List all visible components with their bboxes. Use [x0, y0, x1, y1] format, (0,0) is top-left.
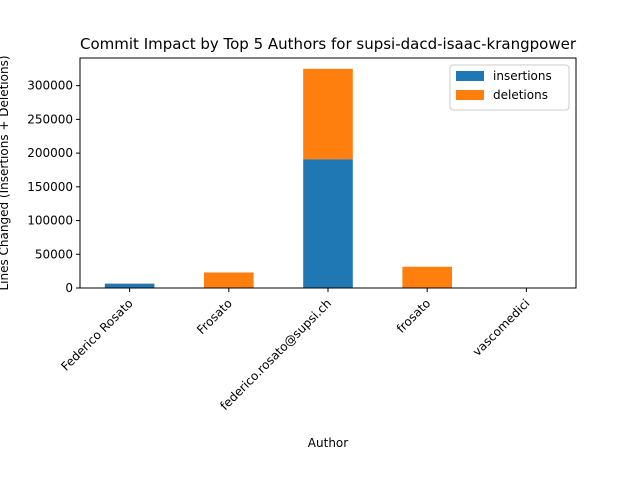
bars-group	[104, 68, 552, 288]
bar-deletions-3	[402, 266, 452, 288]
plot-frame	[79, 57, 577, 289]
bar-insertions-2	[303, 159, 353, 288]
y-tick-label: 100000	[27, 214, 73, 228]
y-axis-label: Lines Changed (Insertions + Deletions)	[0, 55, 11, 290]
y-tick-label: 0	[65, 281, 73, 295]
legend-label-deletions: deletions	[493, 88, 548, 102]
x-tick-label: Federico Rosato	[58, 296, 135, 373]
legend: insertions deletions	[449, 64, 570, 111]
legend-swatch-insertions	[456, 71, 484, 81]
x-tick-label: frosato	[394, 296, 434, 336]
x-tick-label: vascomedici	[470, 296, 533, 359]
y-tick-label: 300000	[27, 79, 73, 93]
y-axis: 0 50000 100000 150000 200000 250000 300000	[27, 79, 80, 295]
y-tick-label: 150000	[27, 180, 73, 194]
x-axis: Federico Rosato Frosatofederico.rosato@su…	[58, 288, 533, 413]
x-tick-label: Frosato	[194, 296, 235, 337]
bar-deletions-1	[204, 272, 254, 288]
x-tick-label: federico.rosato@supsi.ch	[217, 296, 334, 413]
x-axis-label: Author	[308, 436, 348, 450]
legend-label-insertions: insertions	[493, 69, 552, 83]
y-tick-label: 50000	[35, 247, 73, 261]
chart-title: Commit Impact by Top 5 Authors for supsi…	[80, 35, 577, 53]
y-tick-label: 250000	[27, 112, 73, 126]
y-tick-label: 200000	[27, 146, 73, 160]
bar-insertions-0	[104, 283, 155, 288]
bar-deletions-2	[303, 68, 353, 160]
legend-swatch-deletions	[456, 90, 484, 100]
